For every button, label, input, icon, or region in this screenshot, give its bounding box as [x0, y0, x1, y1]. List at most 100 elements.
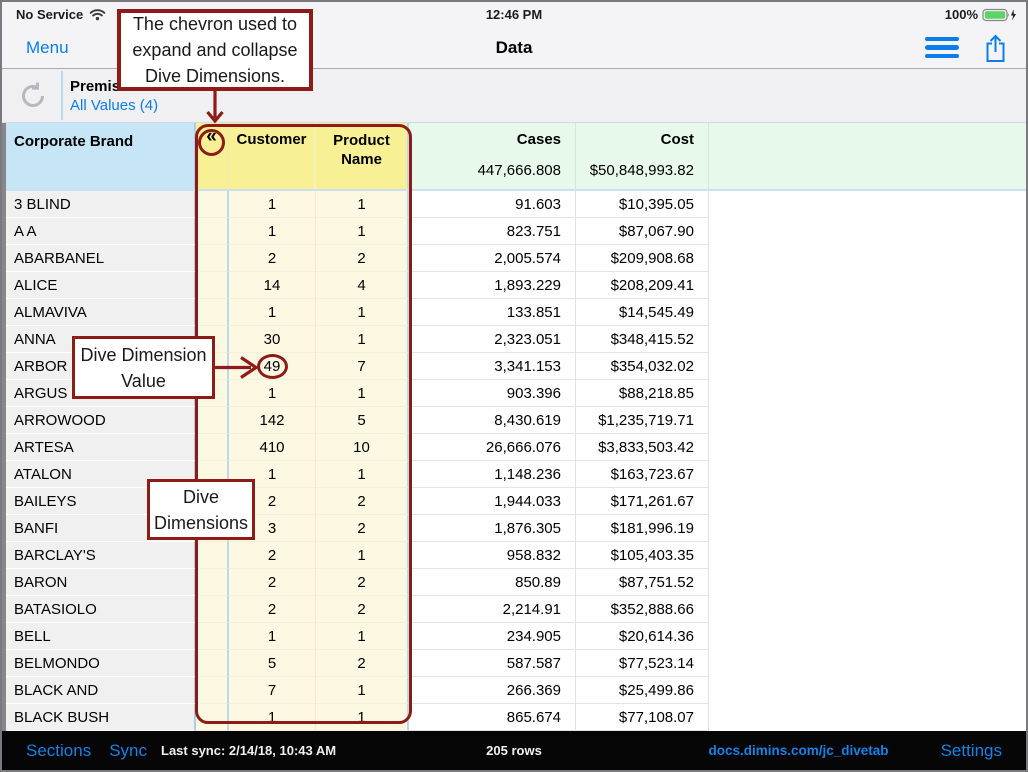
chevron-spacer-cell: [196, 569, 229, 596]
cases-value-cell: 3,341.153: [409, 353, 576, 380]
product-value-cell: 1: [316, 326, 409, 353]
menu-button[interactable]: Menu: [26, 37, 69, 57]
cost-value-cell: $208,209.41: [576, 272, 709, 299]
product-value-cell: 7: [316, 353, 409, 380]
cost-value-cell: $14,545.49: [576, 299, 709, 326]
customer-value-cell: 1: [229, 380, 316, 407]
table-left-edge: [2, 123, 6, 731]
cases-value-cell: 91.603: [409, 191, 576, 218]
battery-icon: [982, 8, 1016, 21]
all-values-link[interactable]: All Values (4): [70, 97, 159, 114]
product-value-cell: 1: [316, 218, 409, 245]
cost-value-cell: $20,614.36: [576, 623, 709, 650]
table-row[interactable]: BELL 1 1 234.905 $20,614.36: [2, 623, 1026, 650]
customer-value-cell: 1: [229, 704, 316, 731]
dimension-label: Premis: [70, 78, 121, 95]
callout-line: The chevron used to: [132, 14, 298, 34]
cost-value-cell: $171,261.67: [576, 488, 709, 515]
refresh-icon[interactable]: [17, 80, 49, 112]
product-value-cell: 5: [316, 407, 409, 434]
table-row[interactable]: ARROWOOD 142 5 8,430.619 $1,235,719.71: [2, 407, 1026, 434]
product-value-cell: 1: [316, 299, 409, 326]
product-value-cell: 2: [316, 596, 409, 623]
settings-button[interactable]: Settings: [940, 740, 1002, 760]
table-row[interactable]: BARON 2 2 850.89 $87,751.52: [2, 569, 1026, 596]
empty-cell: [709, 677, 1026, 704]
share-icon[interactable]: [983, 33, 1008, 63]
chevron-spacer-cell: [196, 299, 229, 326]
empty-cell: [709, 461, 1026, 488]
docs-link[interactable]: docs.dimins.com/jc_divetab: [708, 743, 889, 758]
cost-column-header[interactable]: Cost $50,848,993.82: [576, 123, 709, 189]
empty-cell: [709, 650, 1026, 677]
last-sync-label: Last sync: 2/14/18, 10:43 AM: [161, 743, 337, 758]
brand-cell: BATASIOLO: [2, 596, 196, 623]
collapse-chevron-icon[interactable]: «: [206, 126, 217, 147]
empty-cell: [709, 704, 1026, 731]
customer-value-cell: 1: [229, 623, 316, 650]
table-row[interactable]: 3 BLIND 1 1 91.603 $10,395.05: [2, 191, 1026, 218]
cost-value-cell: $77,108.07: [576, 704, 709, 731]
cost-value-cell: $88,218.85: [576, 380, 709, 407]
table-body: 3 BLIND 1 1 91.603 $10,395.05 A A 1 1 823.751 $87…: [2, 191, 1026, 731]
cost-value-cell: $87,751.52: [576, 569, 709, 596]
callout-line: Dimensions: [153, 512, 249, 533]
bottom-bar: Sections Sync Last sync: 2/14/18, 10:43 …: [2, 731, 1026, 770]
product-value-cell: 1: [316, 677, 409, 704]
chevron-spacer-cell: [196, 596, 229, 623]
list-menu-icon[interactable]: [925, 36, 959, 59]
dimensions-callout: Dive Dimensions: [147, 479, 255, 540]
sections-button[interactable]: Sections: [26, 740, 92, 760]
circled-dimension-value: 49: [256, 353, 288, 379]
brand-column-header[interactable]: Corporate Brand: [2, 123, 196, 189]
battery-percent: 100%: [944, 7, 978, 22]
customer-value-cell: 49: [229, 353, 316, 380]
cost-value-cell: $77,523.14: [576, 650, 709, 677]
cases-column-header[interactable]: Cases 447,666.808: [409, 123, 576, 189]
chevron-spacer-cell: [196, 542, 229, 569]
clock: 12:46 PM: [485, 7, 543, 22]
table-row[interactable]: ABARBANEL 2 2 2,005.574 $209,908.68: [2, 245, 1026, 272]
brand-cell: ALICE: [2, 272, 196, 299]
empty-cell: [709, 596, 1026, 623]
cost-total: $50,848,993.82: [589, 162, 694, 179]
table-row[interactable]: BELMONDO 5 2 587.587 $77,523.14: [2, 650, 1026, 677]
customer-column-header[interactable]: Customer: [229, 123, 316, 189]
customer-value-cell: 1: [229, 299, 316, 326]
cases-value-cell: 2,214.91: [409, 596, 576, 623]
cost-value-cell: $105,403.35: [576, 542, 709, 569]
table-row[interactable]: A A 1 1 823.751 $87,067.90: [2, 218, 1026, 245]
cases-value-cell: 266.369: [409, 677, 576, 704]
table-row[interactable]: BLACK BUSH 1 1 865.674 $77,108.07: [2, 704, 1026, 731]
brand-cell: 3 BLIND: [2, 191, 196, 218]
table-row[interactable]: ARTESA 410 10 26,666.076 $3,833,503.42: [2, 434, 1026, 461]
callout-line: Dive Dimension: [80, 344, 207, 365]
chevron-callout: The chevron used to expand and collapse …: [117, 9, 313, 91]
callout-line: Value: [121, 370, 166, 391]
sync-button[interactable]: Sync: [109, 740, 147, 760]
table-row[interactable]: ALMAVIVA 1 1 133.851 $14,545.49: [2, 299, 1026, 326]
product-value-cell: 10: [316, 434, 409, 461]
cases-value-cell: 26,666.076: [409, 434, 576, 461]
brand-cell: BELL: [2, 623, 196, 650]
empty-cell: [709, 488, 1026, 515]
customer-value-cell: 2: [229, 245, 316, 272]
customer-value-cell: 1: [229, 218, 316, 245]
table-row[interactable]: BATASIOLO 2 2 2,214.91 $352,888.66: [2, 596, 1026, 623]
product-value-cell: 2: [316, 245, 409, 272]
customer-value-cell: 30: [229, 326, 316, 353]
table-row[interactable]: BARCLAY'S 2 1 958.832 $105,403.35: [2, 542, 1026, 569]
empty-cell: [709, 353, 1026, 380]
brand-cell: ARTESA: [2, 434, 196, 461]
empty-cell: [709, 434, 1026, 461]
collapse-chevron-cell[interactable]: «: [196, 123, 229, 189]
chevron-spacer-cell: [196, 677, 229, 704]
table-row[interactable]: ALICE 14 4 1,893.229 $208,209.41: [2, 272, 1026, 299]
cost-value-cell: $10,395.05: [576, 191, 709, 218]
brand-cell: BLACK BUSH: [2, 704, 196, 731]
product-column-header[interactable]: Product Name: [316, 123, 409, 189]
table-row[interactable]: BLACK AND 7 1 266.369 $25,499.86: [2, 677, 1026, 704]
cases-value-cell: 587.587: [409, 650, 576, 677]
brand-cell: ABARBANEL: [2, 245, 196, 272]
